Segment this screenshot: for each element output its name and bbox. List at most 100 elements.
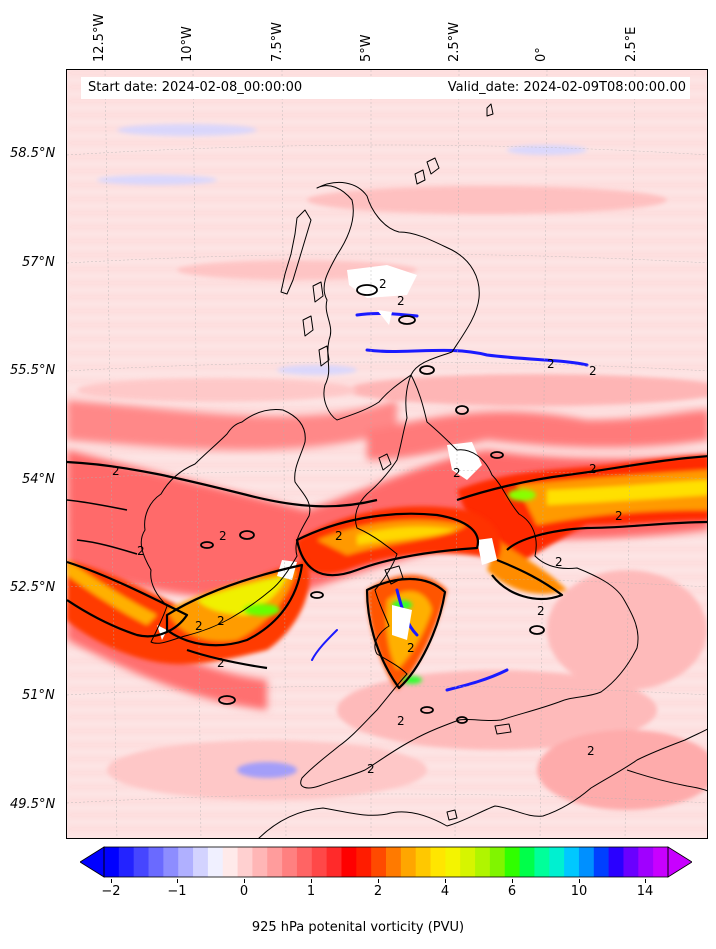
- contour-label: 2: [555, 555, 563, 569]
- pv-negative-patches: [97, 124, 587, 778]
- colorbar-cell: [237, 847, 254, 877]
- contour-label: 2: [589, 462, 597, 476]
- lat-label-51n: 51°N: [22, 688, 55, 703]
- colorbar-cell: [400, 847, 417, 877]
- coastline-outer-hebrides: [280, 209, 312, 295]
- contour-label: 2: [537, 604, 545, 618]
- date-header-box: [81, 77, 690, 99]
- lat-label-52-5n: 52.5°N: [10, 580, 56, 595]
- colorbar-cell: [356, 847, 372, 877]
- coastline-great-britain: [316, 181, 480, 421]
- lat-label-55-5n: 55.5°N: [10, 363, 56, 378]
- contour-label: 2: [547, 357, 555, 371]
- map-panel[interactable]: 2 2 2 2 2 2 2 2 2 2 2 2 2 2 2 2 2 2 2 2: [66, 69, 708, 839]
- contour-label: 2: [367, 762, 375, 776]
- lat-label-54n: 54°N: [22, 472, 55, 487]
- colorbar-cell: [148, 847, 164, 877]
- contour-label: 2: [397, 714, 405, 728]
- colorbar-title: 925 hPa potenital vorticity (PVU): [251, 920, 465, 935]
- coastline-orkney: [426, 157, 440, 175]
- start-date-label: Start date: 2024-02-08_00:00:00: [88, 80, 303, 95]
- colorbar-cell: [623, 847, 639, 877]
- colorbar-tick: [445, 879, 446, 883]
- coastline-channel-islands: [446, 809, 458, 821]
- colorbar-cell: [118, 847, 135, 877]
- colorbar-cell: [519, 847, 536, 877]
- colorbar-tick-label: 14: [636, 884, 654, 899]
- colorbar-cell: [371, 847, 387, 877]
- colorbar-tick: [177, 879, 178, 883]
- colorbar-cell: [311, 847, 328, 877]
- lon-label-5w: 5°W: [359, 34, 374, 62]
- pv-field-map: 2 2 2 2 2 2 2 2 2 2 2 2 2 2 2 2 2 2 2 2: [67, 70, 707, 838]
- valid-date-label: Valid_date: 2024-02-09T08:00:00.00: [447, 80, 686, 95]
- colorbar-cell: [460, 847, 476, 877]
- colorbar-outline: [103, 846, 669, 878]
- colorbar-tick: [645, 879, 646, 883]
- colorbar-tick: [579, 879, 580, 883]
- lon-label-2-5w: 2.5°W: [447, 21, 462, 62]
- coastlines: [140, 103, 707, 838]
- contour-label: 2: [137, 544, 145, 558]
- contour-label: 2: [217, 656, 225, 670]
- colorbar-cell: [549, 847, 565, 877]
- colorbar-tick-label: 2: [373, 884, 383, 899]
- coastline-ireland: [140, 409, 311, 644]
- pv-2-contours: [67, 455, 707, 690]
- contour-label: 2: [453, 466, 461, 480]
- colorbar-cell: [386, 847, 402, 877]
- colorbar-cell: [534, 847, 550, 877]
- colorbar-cell: [296, 847, 313, 877]
- contour-label: 2: [112, 464, 120, 478]
- colorbar-cell: [267, 847, 283, 877]
- colorbar-tick-label: 4: [440, 884, 450, 899]
- contour-label: 2: [407, 641, 415, 655]
- colorbar-cell: [489, 847, 506, 877]
- colorbar-cell: [222, 847, 239, 877]
- colorbar-cell: [430, 847, 446, 877]
- colorbar-tick: [244, 879, 245, 883]
- colorbar-cells: [104, 847, 669, 877]
- colorbar-tick-label: 6: [507, 884, 517, 899]
- lon-label-0: 0°: [534, 47, 549, 62]
- colorbar-cell: [207, 847, 224, 877]
- colorbar-cell: [445, 847, 461, 877]
- colorbar-cell: [475, 847, 491, 877]
- contour-label: 2: [217, 614, 225, 628]
- colorbar-tick-label: 0: [239, 884, 249, 899]
- colorbar-cell: [193, 847, 209, 877]
- colorbar-tick: [111, 879, 112, 883]
- colorbar-cell: [252, 847, 268, 877]
- lat-label-58-5n: 58.5°N: [10, 146, 56, 161]
- colorbar-cell: [341, 847, 357, 877]
- contour-label: 2: [379, 277, 387, 291]
- colorbar-cell: [415, 847, 432, 877]
- lat-label-49-5n: 49.5°N: [10, 797, 56, 812]
- contour-label: 2: [335, 529, 343, 543]
- colorbar-tick-label: −1: [167, 884, 187, 899]
- pv-2-small-contours: [200, 284, 545, 724]
- contour-label: 2: [219, 529, 227, 543]
- coastline-isle-of-wight: [494, 723, 512, 735]
- colorbar-tick-label: 1: [306, 884, 316, 899]
- colorbar-cell: [163, 847, 179, 877]
- lon-label-10w: 10°W: [180, 26, 195, 62]
- colorbar: [80, 846, 692, 878]
- coastline-isle-of-man: [378, 453, 392, 471]
- colorbar-tick-label: −2: [101, 884, 121, 899]
- colorbar-cell: [578, 847, 595, 877]
- colorbar-cell: [326, 847, 343, 877]
- colorbar-extend-low: [80, 846, 105, 878]
- colorbar-tick: [311, 879, 312, 883]
- contour-label: 2: [589, 364, 597, 378]
- contour-label: 2: [587, 744, 595, 758]
- lon-label-7-5w: 7.5°W: [270, 21, 285, 62]
- colorbar-cell: [504, 847, 521, 877]
- colorbar-cell: [564, 847, 580, 877]
- contour-label: 2: [397, 294, 405, 308]
- colorbar-cell: [282, 847, 298, 877]
- contour-label: 2: [615, 509, 623, 523]
- contour-label: 2: [195, 619, 203, 633]
- lon-label-12-5w: 12.5°W: [92, 13, 107, 62]
- lat-label-57n: 57°N: [22, 255, 55, 270]
